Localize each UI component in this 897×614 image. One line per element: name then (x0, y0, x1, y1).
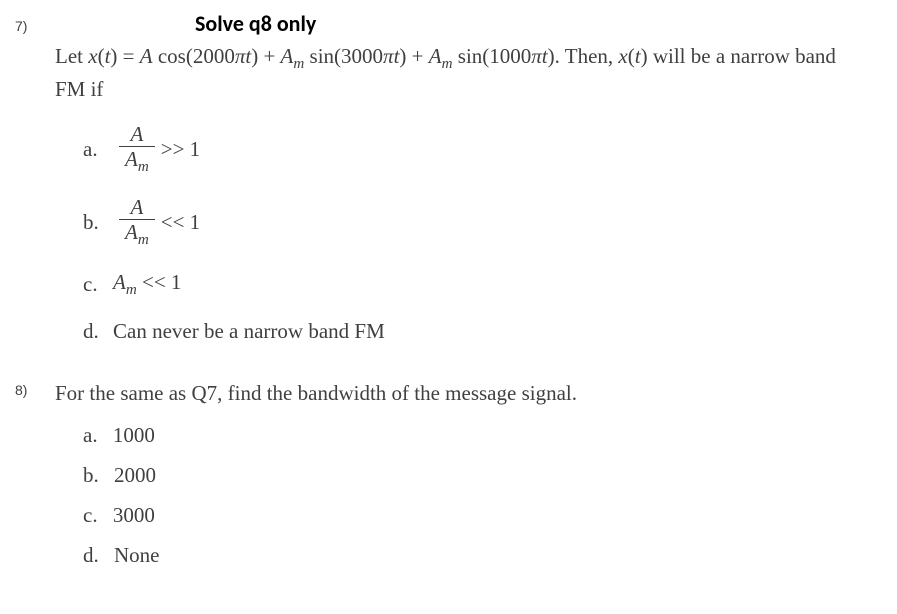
q7-pi3: π (531, 44, 542, 68)
q7-text-prefix: Let (55, 44, 88, 68)
q7-var-t: t (105, 44, 111, 68)
q7-sin1: sin(3000 (304, 44, 383, 68)
q7-option-c-text: Am << 1 (113, 270, 181, 299)
q7-option-d-text: Can never be a narrow band FM (113, 319, 385, 344)
q7-problem-text: Let x(t) = A cos(2000πt) + Am sin(3000πt… (55, 42, 867, 105)
q7-option-a-den-A: A (125, 147, 138, 171)
q7-body: Let x(t) = A cos(2000πt) + Am sin(3000πt… (55, 42, 867, 344)
q7-options: a. A Am >> 1 b. A Am << 1 c. Am << 1 d. … (83, 123, 867, 344)
q7-option-d: d. Can never be a narrow band FM (83, 319, 867, 344)
q7-Am1-m: m (293, 56, 304, 72)
q7-option-a-label: a. (83, 137, 103, 162)
q8-option-c-text: 3000 (113, 503, 155, 527)
q7-Am2-A: A (429, 44, 442, 68)
q7-Am1-A: A (281, 44, 294, 68)
q8-option-d-text: None (114, 543, 160, 567)
q7-number: 7) (15, 13, 45, 34)
q7-option-c-rel: << 1 (137, 270, 182, 294)
q8-options: a. 1000 b. 2000 c. 3000 d. None (83, 423, 577, 568)
q8-row: 8) For the same as Q7, find the bandwidt… (15, 379, 867, 583)
q7-option-a-fraction: A Am (119, 123, 155, 176)
q7-pi1: π (235, 44, 246, 68)
q8-option-a-text: 1000 (113, 423, 155, 447)
q7-option-a: a. A Am >> 1 (83, 123, 867, 176)
q7-option-b-den-m: m (138, 232, 149, 248)
q7-option-a-den-m: m (138, 159, 149, 175)
solve-note: Solve q8 only (195, 10, 316, 37)
q7-pi2: π (383, 44, 394, 68)
q8-option-a-label: a. (83, 423, 98, 447)
q7-option-c-A: A (113, 270, 126, 294)
q7-option-a-rel: >> 1 (161, 137, 200, 162)
q7-option-b-fraction: A Am (119, 196, 155, 249)
q7-close3: ). Then, (548, 44, 619, 68)
q7-xvar: x (618, 44, 627, 68)
q8-option-c-label: c. (83, 503, 98, 527)
q8-body: For the same as Q7, find the bandwidth o… (55, 379, 577, 583)
q8-option-b: b. 2000 (83, 463, 577, 488)
q7-option-d-label: d. (83, 319, 103, 344)
q8-option-c: c. 3000 (83, 503, 577, 528)
q7-option-b-label: b. (83, 210, 103, 235)
q7-option-b: b. A Am << 1 (83, 196, 867, 249)
q8-number: 8) (15, 379, 45, 398)
q8-option-b-label: b. (83, 463, 99, 487)
q7-option-b-den-A: A (125, 220, 138, 244)
q7-close2: ) + (399, 44, 428, 68)
q7-option-b-den: Am (119, 219, 155, 249)
q7-equals: = (117, 44, 139, 68)
q7-xarg: t (635, 44, 641, 68)
q7-option-c: c. Am << 1 (83, 270, 867, 299)
q7-var-x: x (88, 44, 97, 68)
q8-option-d: d. None (83, 543, 577, 568)
q7-option-b-num: A (119, 196, 155, 219)
q8-option-d-label: d. (83, 543, 99, 567)
q8-problem-text: For the same as Q7, find the bandwidth o… (55, 379, 577, 408)
q7-cos: cos(2000 (153, 44, 235, 68)
q7-A: A (140, 44, 153, 68)
q8-option-a: a. 1000 (83, 423, 577, 448)
q7-Am2-m: m (442, 56, 453, 72)
q8-option-b-text: 2000 (114, 463, 156, 487)
q7-option-a-num: A (119, 123, 155, 146)
q7-sin2: sin(1000 (453, 44, 532, 68)
q7-header-row: 7) Solve q8 only (15, 10, 867, 37)
q7-option-b-rel: << 1 (161, 210, 200, 235)
q7-close1: ) + (251, 44, 280, 68)
q7-option-c-label: c. (83, 272, 103, 297)
q8-block: 8) For the same as Q7, find the bandwidt… (15, 379, 867, 583)
q7-option-c-m: m (126, 282, 137, 298)
q7-option-a-den: Am (119, 146, 155, 176)
